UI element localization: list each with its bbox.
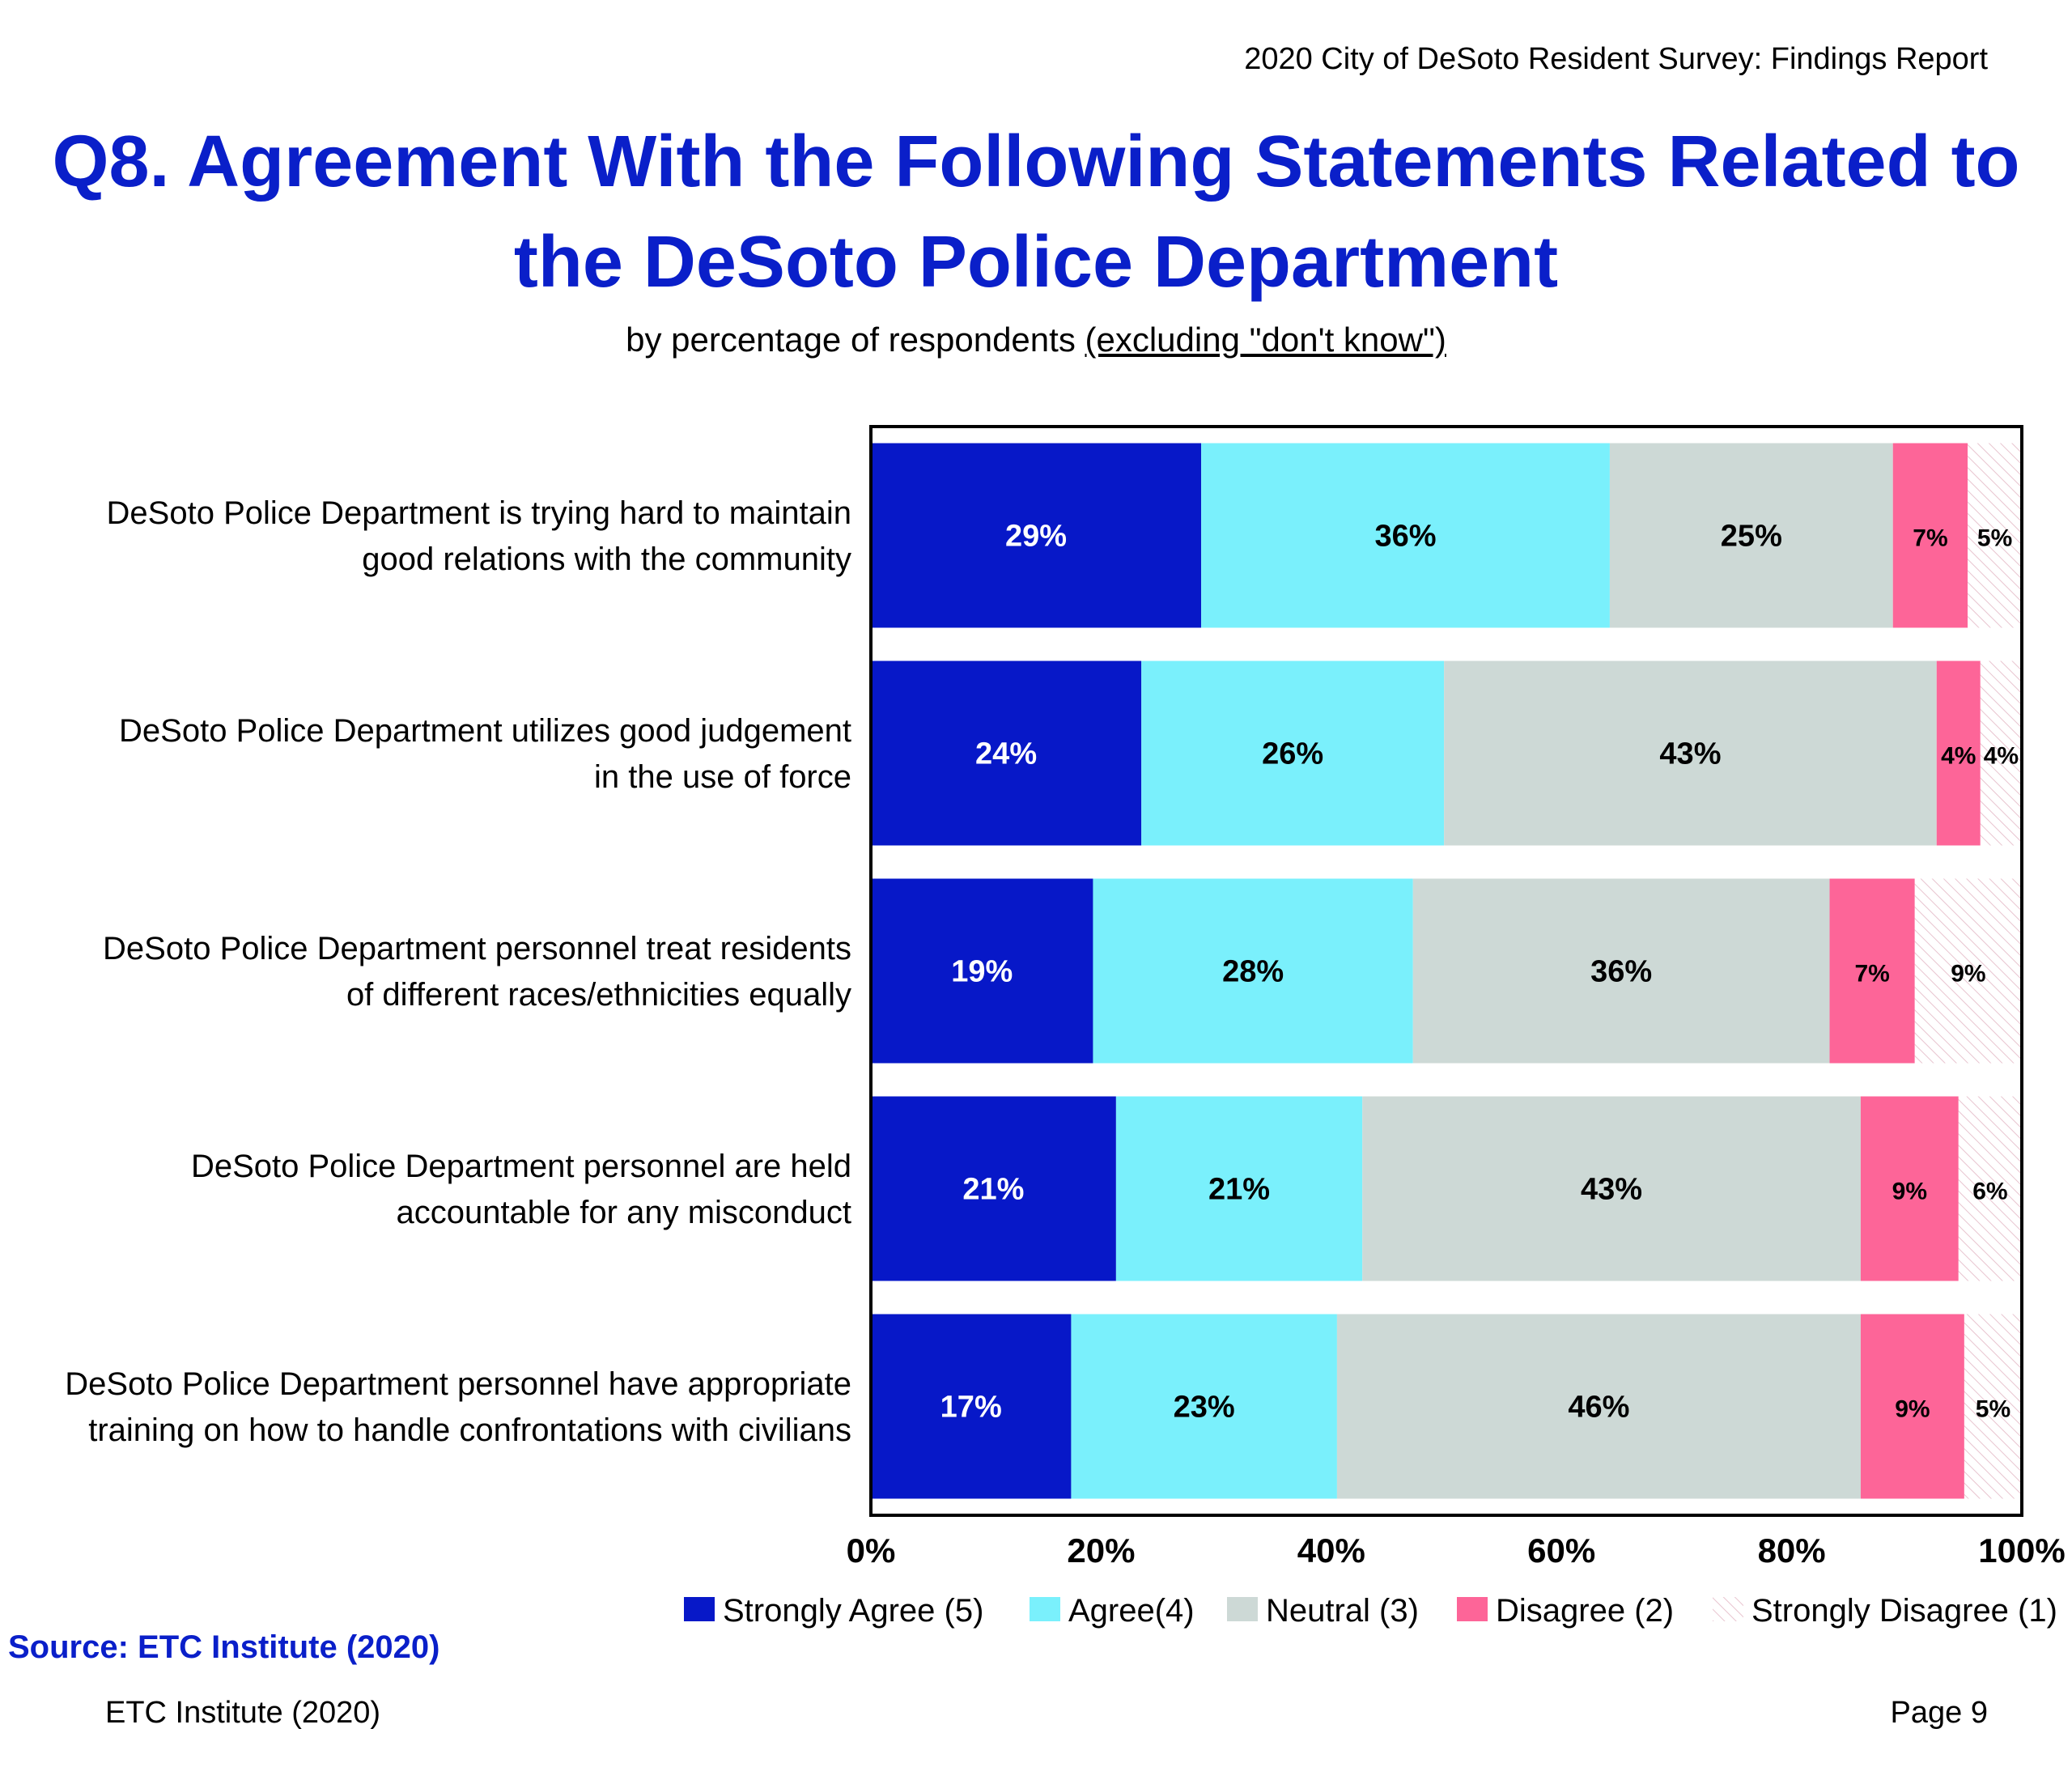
category-label-4-line-2: accountable for any misconduct — [396, 1195, 851, 1230]
bar-segment-3-series-3 — [1412, 878, 1830, 1064]
legend-swatch-3 — [1227, 1597, 1258, 1621]
legend-swatch-4 — [1457, 1597, 1488, 1621]
bar-segment-5-series-4 — [1860, 1314, 1964, 1499]
bar-segment-3-series-2 — [1093, 878, 1413, 1064]
data-label-1-series-2: 36% — [1374, 520, 1436, 554]
data-label-3-series-5: 9% — [1951, 961, 1985, 988]
data-label-5-series-4: 9% — [1895, 1396, 1930, 1423]
data-label-3-series-4: 7% — [1854, 961, 1889, 988]
report-header: 2020 City of DeSoto Resident Survey: Fin… — [1244, 42, 1988, 76]
footer-left: ETC Institute (2020) — [105, 1696, 381, 1730]
data-label-1-series-5: 5% — [1977, 525, 2012, 552]
bar-segment-3-series-5 — [1914, 878, 2022, 1064]
page-number: Page 9 — [1890, 1696, 1988, 1730]
bar-segment-4-series-1 — [871, 1096, 1116, 1281]
data-label-2-series-1: 24% — [975, 737, 1037, 771]
data-label-3-series-3: 36% — [1590, 955, 1652, 989]
x-tick-label-3: 40% — [1297, 1531, 1365, 1569]
bar-segment-4-series-5 — [1958, 1096, 2022, 1281]
category-label-5-line-2: training on how to handle confrontations… — [88, 1412, 851, 1448]
source-label: Source: ETC Institute (2020) — [8, 1629, 440, 1665]
chart-subtitle-text: by percentage of respondents — [626, 321, 1085, 359]
chart-title: Q8. Agreement With the Following Stateme… — [0, 112, 2072, 312]
bar-segment-5-series-5 — [1964, 1314, 2022, 1499]
data-label-5-series-1: 17% — [940, 1391, 1002, 1425]
data-label-2-series-5: 4% — [1984, 743, 2019, 770]
legend-swatch-5 — [1713, 1597, 1743, 1621]
legend-label-1: Strongly Agree (5) — [723, 1593, 983, 1629]
data-label-1-series-3: 25% — [1721, 520, 1782, 554]
chart-subtitle-underlined: (excluding "don't know") — [1085, 321, 1446, 359]
x-axis-ticks: 0% 20% 40% 60% 80% 100% — [847, 1531, 2066, 1569]
data-label-2-series-2: 26% — [1262, 737, 1323, 771]
bar-segment-1-series-4 — [1892, 443, 1968, 628]
x-tick-label-6: 100% — [1978, 1531, 2065, 1569]
plot-frame — [869, 425, 2023, 1517]
bar-segment-1-series-2 — [1201, 443, 1610, 628]
bar-segment-4-series-3 — [1362, 1096, 1861, 1281]
legend-swatch-2 — [1030, 1597, 1060, 1621]
category-label-1-line-2: good relations with the community — [362, 542, 851, 577]
bar-segment-2-series-1 — [871, 661, 1142, 846]
data-label-4-series-1: 21% — [962, 1173, 1024, 1207]
category-label-2-line-2: in the use of force — [594, 759, 851, 795]
category-label-3-line-1: DeSoto Police Department personnel treat… — [103, 931, 851, 966]
data-label-4-series-3: 43% — [1581, 1173, 1642, 1207]
bar-segment-2-series-3 — [1444, 661, 1937, 846]
bar-segment-2-series-5 — [1980, 661, 2022, 846]
x-tick-label-1: 0% — [847, 1531, 896, 1569]
legend-label-3: Neutral (3) — [1266, 1593, 1419, 1629]
data-label-5-series-3: 46% — [1568, 1391, 1629, 1425]
legend-swatch-1 — [684, 1597, 715, 1621]
bar-segment-5-series-3 — [1336, 1314, 1861, 1499]
chart-title-line-2: the DeSoto Police Department — [513, 222, 1559, 303]
legend-label-4: Disagree (2) — [1496, 1593, 1674, 1629]
bar-segment-5-series-2 — [1071, 1314, 1337, 1499]
bar-segment-3-series-1 — [871, 878, 1093, 1064]
data-label-3-series-2: 28% — [1222, 955, 1284, 989]
chart-subtitle: by percentage of respondents (excluding … — [0, 321, 2072, 359]
data-label-4-series-2: 21% — [1208, 1173, 1270, 1207]
legend-label-5: Strongly Disagree (1) — [1751, 1593, 2057, 1629]
category-labels: DeSoto Police Department is trying hard … — [65, 495, 851, 1448]
bars-layer: 29% 36% 25% 7% 5% 24% 26% 43% 4% 4% 19% 28% 36% 7% 9% 2… — [871, 443, 2022, 1499]
bar-segment-1-series-1 — [871, 443, 1202, 628]
category-label-4-line-1: DeSoto Police Department personnel are h… — [191, 1149, 851, 1184]
bar-segment-4-series-2 — [1115, 1096, 1363, 1281]
bar-segment-5-series-1 — [871, 1314, 1072, 1499]
category-label-1-line-1: DeSoto Police Department is trying hard … — [107, 495, 851, 531]
bar-segment-1-series-3 — [1609, 443, 1893, 628]
bar-segment-1-series-5 — [1968, 443, 2022, 628]
x-tick-label-5: 80% — [1758, 1531, 1826, 1569]
data-label-2-series-4: 4% — [1941, 743, 1976, 770]
legend: Strongly Agree (5) Agree(4) Neutral (3) Dis… — [684, 1593, 2057, 1629]
data-label-5-series-5: 5% — [1976, 1396, 2010, 1423]
category-label-2-line-1: DeSoto Police Department utilizes good j… — [119, 713, 851, 749]
bar-segment-2-series-4 — [1936, 661, 1981, 846]
data-label-5-series-2: 23% — [1174, 1391, 1235, 1425]
data-label-1-series-1: 29% — [1005, 520, 1067, 554]
data-label-3-series-1: 19% — [951, 955, 1013, 989]
category-label-5-line-1: DeSoto Police Department personnel have … — [65, 1366, 851, 1402]
x-tick-label-2: 20% — [1067, 1531, 1135, 1569]
data-label-4-series-4: 9% — [1892, 1179, 1927, 1205]
bar-segment-4-series-4 — [1860, 1096, 1959, 1281]
chart-title-line-1: Q8. Agreement With the Following Stateme… — [52, 121, 2020, 202]
category-label-3-line-2: of different races/ethnicities equally — [346, 977, 851, 1013]
data-label-1-series-4: 7% — [1913, 525, 1947, 552]
bar-segment-2-series-2 — [1141, 661, 1445, 846]
bar-segment-3-series-4 — [1829, 878, 1915, 1064]
x-tick-label-4: 60% — [1527, 1531, 1595, 1569]
data-label-2-series-3: 43% — [1659, 737, 1721, 771]
data-label-4-series-5: 6% — [1972, 1179, 2007, 1205]
legend-label-2: Agree(4) — [1068, 1593, 1195, 1629]
